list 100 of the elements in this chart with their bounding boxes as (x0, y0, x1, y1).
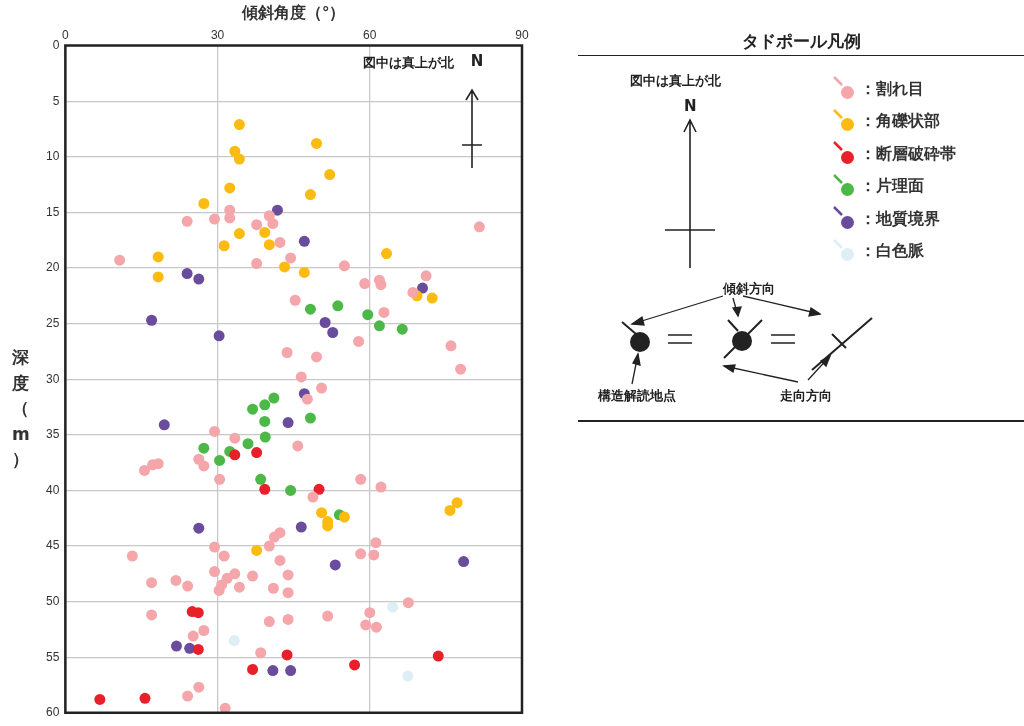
x-tick-label: 30 (210, 27, 225, 42)
point (192, 643, 204, 655)
point (255, 473, 267, 485)
point (251, 447, 263, 459)
point (338, 511, 350, 523)
point (233, 119, 245, 131)
point (198, 442, 210, 454)
point (259, 415, 271, 427)
text: 構造解読地点 (598, 387, 676, 405)
y-tick-label: 0 (52, 37, 60, 52)
point (158, 419, 170, 431)
point (170, 640, 182, 652)
y-tick-label: 60 (45, 705, 60, 720)
point (271, 204, 283, 216)
point (304, 189, 316, 201)
legend-title: タドポール凡例 (740, 30, 862, 53)
point (349, 659, 361, 671)
point (304, 412, 316, 424)
point (285, 484, 297, 496)
y-tick-label: 35 (45, 427, 60, 442)
point (213, 330, 225, 342)
point (233, 153, 245, 165)
text: 図中は真上が北 (630, 72, 721, 90)
annotation: 図中は真上が北 (363, 54, 455, 70)
point (233, 228, 245, 240)
y-tick-label: 30 (45, 371, 60, 386)
point (259, 226, 271, 238)
point (426, 292, 438, 304)
point (311, 137, 323, 149)
x-tick-label: 90 (515, 27, 529, 42)
point (316, 507, 328, 519)
point (332, 300, 344, 312)
legend-label: ：割れ目 (860, 78, 924, 100)
point (295, 521, 307, 533)
point (242, 438, 254, 450)
point (214, 454, 226, 466)
y-tick-label: 5 (52, 93, 60, 108)
point (94, 693, 106, 705)
point (152, 251, 164, 263)
point (229, 449, 241, 461)
y-axis-title: 深度（m） (12, 346, 31, 471)
point (381, 248, 393, 260)
legend-label: ：片理面 (860, 176, 924, 197)
point (298, 266, 310, 278)
point (259, 399, 271, 411)
point (373, 320, 385, 332)
point (285, 665, 297, 677)
point (458, 556, 470, 568)
point (259, 431, 271, 443)
point (387, 601, 399, 613)
point (146, 314, 158, 326)
point (247, 403, 259, 415)
point (396, 323, 408, 335)
point (224, 182, 236, 194)
point (139, 692, 151, 704)
point (362, 309, 374, 321)
point (193, 273, 205, 285)
annotation: N (470, 52, 484, 71)
point (279, 261, 291, 273)
point (267, 665, 279, 677)
point (251, 544, 263, 556)
point (402, 670, 414, 682)
x-tick-label: 60 (363, 27, 377, 42)
point (282, 417, 294, 429)
point (329, 559, 341, 571)
y-tick-label: 45 (45, 538, 60, 553)
point (281, 649, 293, 661)
point (268, 392, 280, 404)
legend-label: ：角礫状部 (860, 111, 940, 132)
point (298, 235, 310, 247)
point (218, 240, 230, 252)
point (152, 271, 164, 283)
text: 傾斜方向 (723, 280, 775, 298)
x-axis-title: 傾斜角度（°） (241, 3, 345, 23)
point (247, 663, 259, 675)
text: 走向方向 (780, 387, 832, 405)
point (263, 239, 275, 251)
point (444, 504, 456, 516)
y-tick-label: 10 (45, 149, 60, 164)
point (313, 483, 325, 495)
point (451, 497, 463, 509)
y-tick-label: 20 (45, 260, 60, 275)
point (259, 483, 271, 495)
y-tick-label: 25 (45, 315, 60, 330)
point (181, 268, 193, 280)
point (319, 316, 331, 328)
point (198, 198, 210, 209)
point (327, 327, 339, 338)
legend-label: ：地質境界 (860, 208, 940, 230)
y-tick-label: 55 (45, 649, 60, 664)
y-tick-label: 40 (45, 482, 60, 497)
text: N (684, 97, 697, 115)
point (304, 303, 316, 315)
point (324, 169, 336, 181)
legend-label: ：白色脈 (860, 241, 924, 262)
legend-label: ：断層破砕帯 (860, 143, 956, 165)
y-tick-label: 50 (45, 593, 60, 608)
point (193, 522, 205, 534)
point (432, 650, 444, 662)
y-tick-label: 15 (45, 204, 60, 219)
